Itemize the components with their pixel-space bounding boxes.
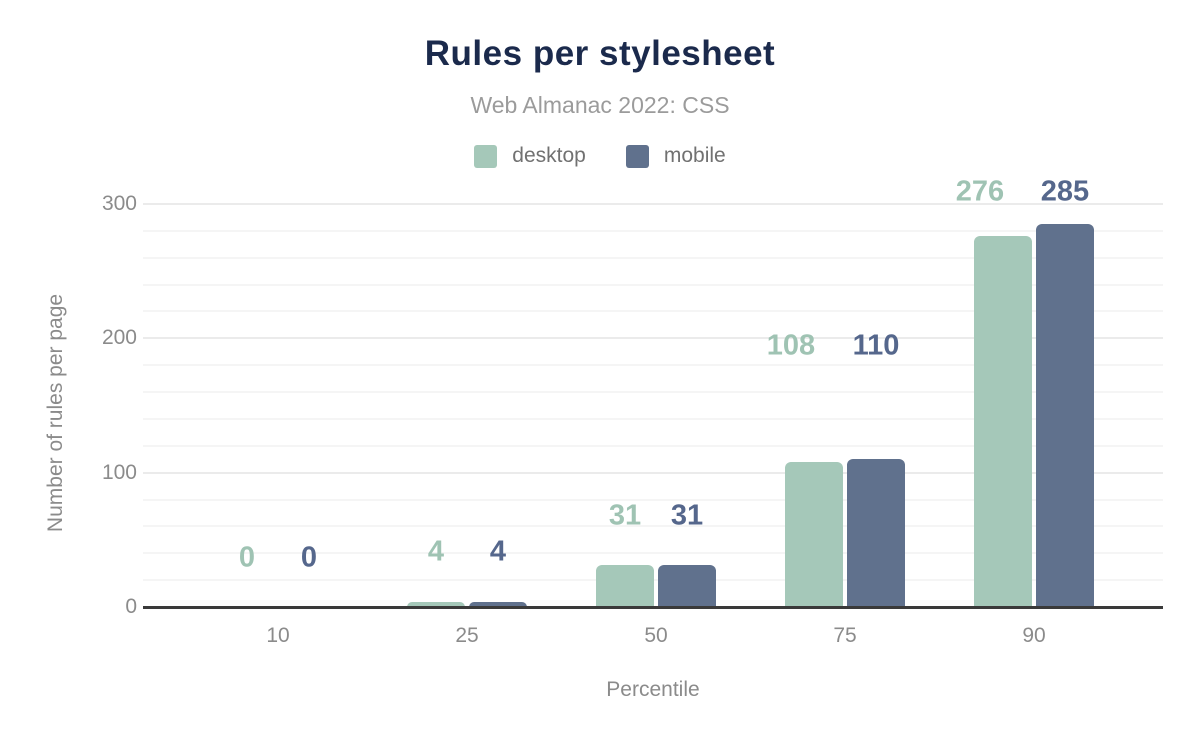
- chart-subtitle: Web Almanac 2022: CSS: [470, 92, 730, 118]
- gridline-minor: [143, 417, 1163, 420]
- legend-item-desktop: desktop: [474, 144, 586, 168]
- bar-mobile-p50: [658, 565, 716, 607]
- gridline-minor: [143, 525, 1163, 528]
- gridline-minor: [143, 310, 1163, 313]
- legend-label-desktop: desktop: [512, 144, 586, 167]
- gridline-minor: [143, 391, 1163, 394]
- x-axis-line: [143, 606, 1163, 609]
- bar-label-mobile-p75: 110: [852, 329, 900, 362]
- gridline-minor: [143, 229, 1163, 232]
- bar-mobile-p90: [1036, 224, 1094, 607]
- x-tick-label: 90: [1022, 624, 1046, 647]
- legend-label-mobile: mobile: [663, 144, 726, 167]
- bar-label-mobile-p50: 31: [670, 499, 704, 532]
- gridline-minor: [143, 444, 1163, 447]
- bar-label-desktop-p10: 0: [238, 541, 256, 574]
- gridline-minor: [143, 552, 1163, 555]
- legend-swatch-desktop: [474, 144, 498, 168]
- bar-desktop-p75: [785, 461, 843, 607]
- y-axis-title: Number of rules per page: [44, 293, 67, 533]
- bar-label-desktop-p75: 108: [766, 329, 816, 362]
- legend-item-mobile: mobile: [625, 144, 726, 168]
- bar-label-desktop-p90: 276: [955, 175, 1005, 208]
- bar-label-desktop-p50: 31: [608, 499, 642, 532]
- gridline-minor: [143, 283, 1163, 286]
- x-axis-title: Percentile: [606, 678, 700, 701]
- bar-desktop-p90: [974, 236, 1032, 607]
- gridline-major: [143, 471, 1163, 474]
- legend: desktop mobile: [0, 143, 1200, 169]
- x-tick-label: 75: [833, 624, 857, 647]
- gridline-major: [143, 337, 1163, 340]
- bar-label-desktop-p25: 4: [427, 535, 445, 568]
- bar-label-mobile-p10: 0: [300, 541, 318, 574]
- gridline-minor: [143, 256, 1163, 259]
- y-tick-label: 300: [101, 192, 137, 215]
- bar-mobile-p25: [469, 601, 527, 607]
- x-tick-label: 50: [644, 624, 668, 647]
- bar-mobile-p75: [847, 459, 905, 607]
- legend-swatch-mobile: [625, 144, 649, 168]
- gridline-minor: [143, 364, 1163, 367]
- y-tick-label: 100: [101, 460, 137, 484]
- bar-desktop-p50: [596, 565, 654, 607]
- y-tick-label: 0: [125, 595, 137, 618]
- gridline-minor: [143, 498, 1163, 501]
- bar-label-mobile-p90: 285: [1040, 175, 1090, 208]
- x-tick-label: 25: [455, 624, 479, 647]
- bar-label-mobile-p25: 4: [489, 535, 507, 568]
- x-tick-label: 10: [266, 624, 290, 647]
- gridline-major: [143, 203, 1163, 205]
- y-tick-label: 200: [101, 326, 137, 350]
- bar-desktop-p25: [407, 601, 465, 607]
- chart-title: Rules per stylesheet: [424, 34, 776, 73]
